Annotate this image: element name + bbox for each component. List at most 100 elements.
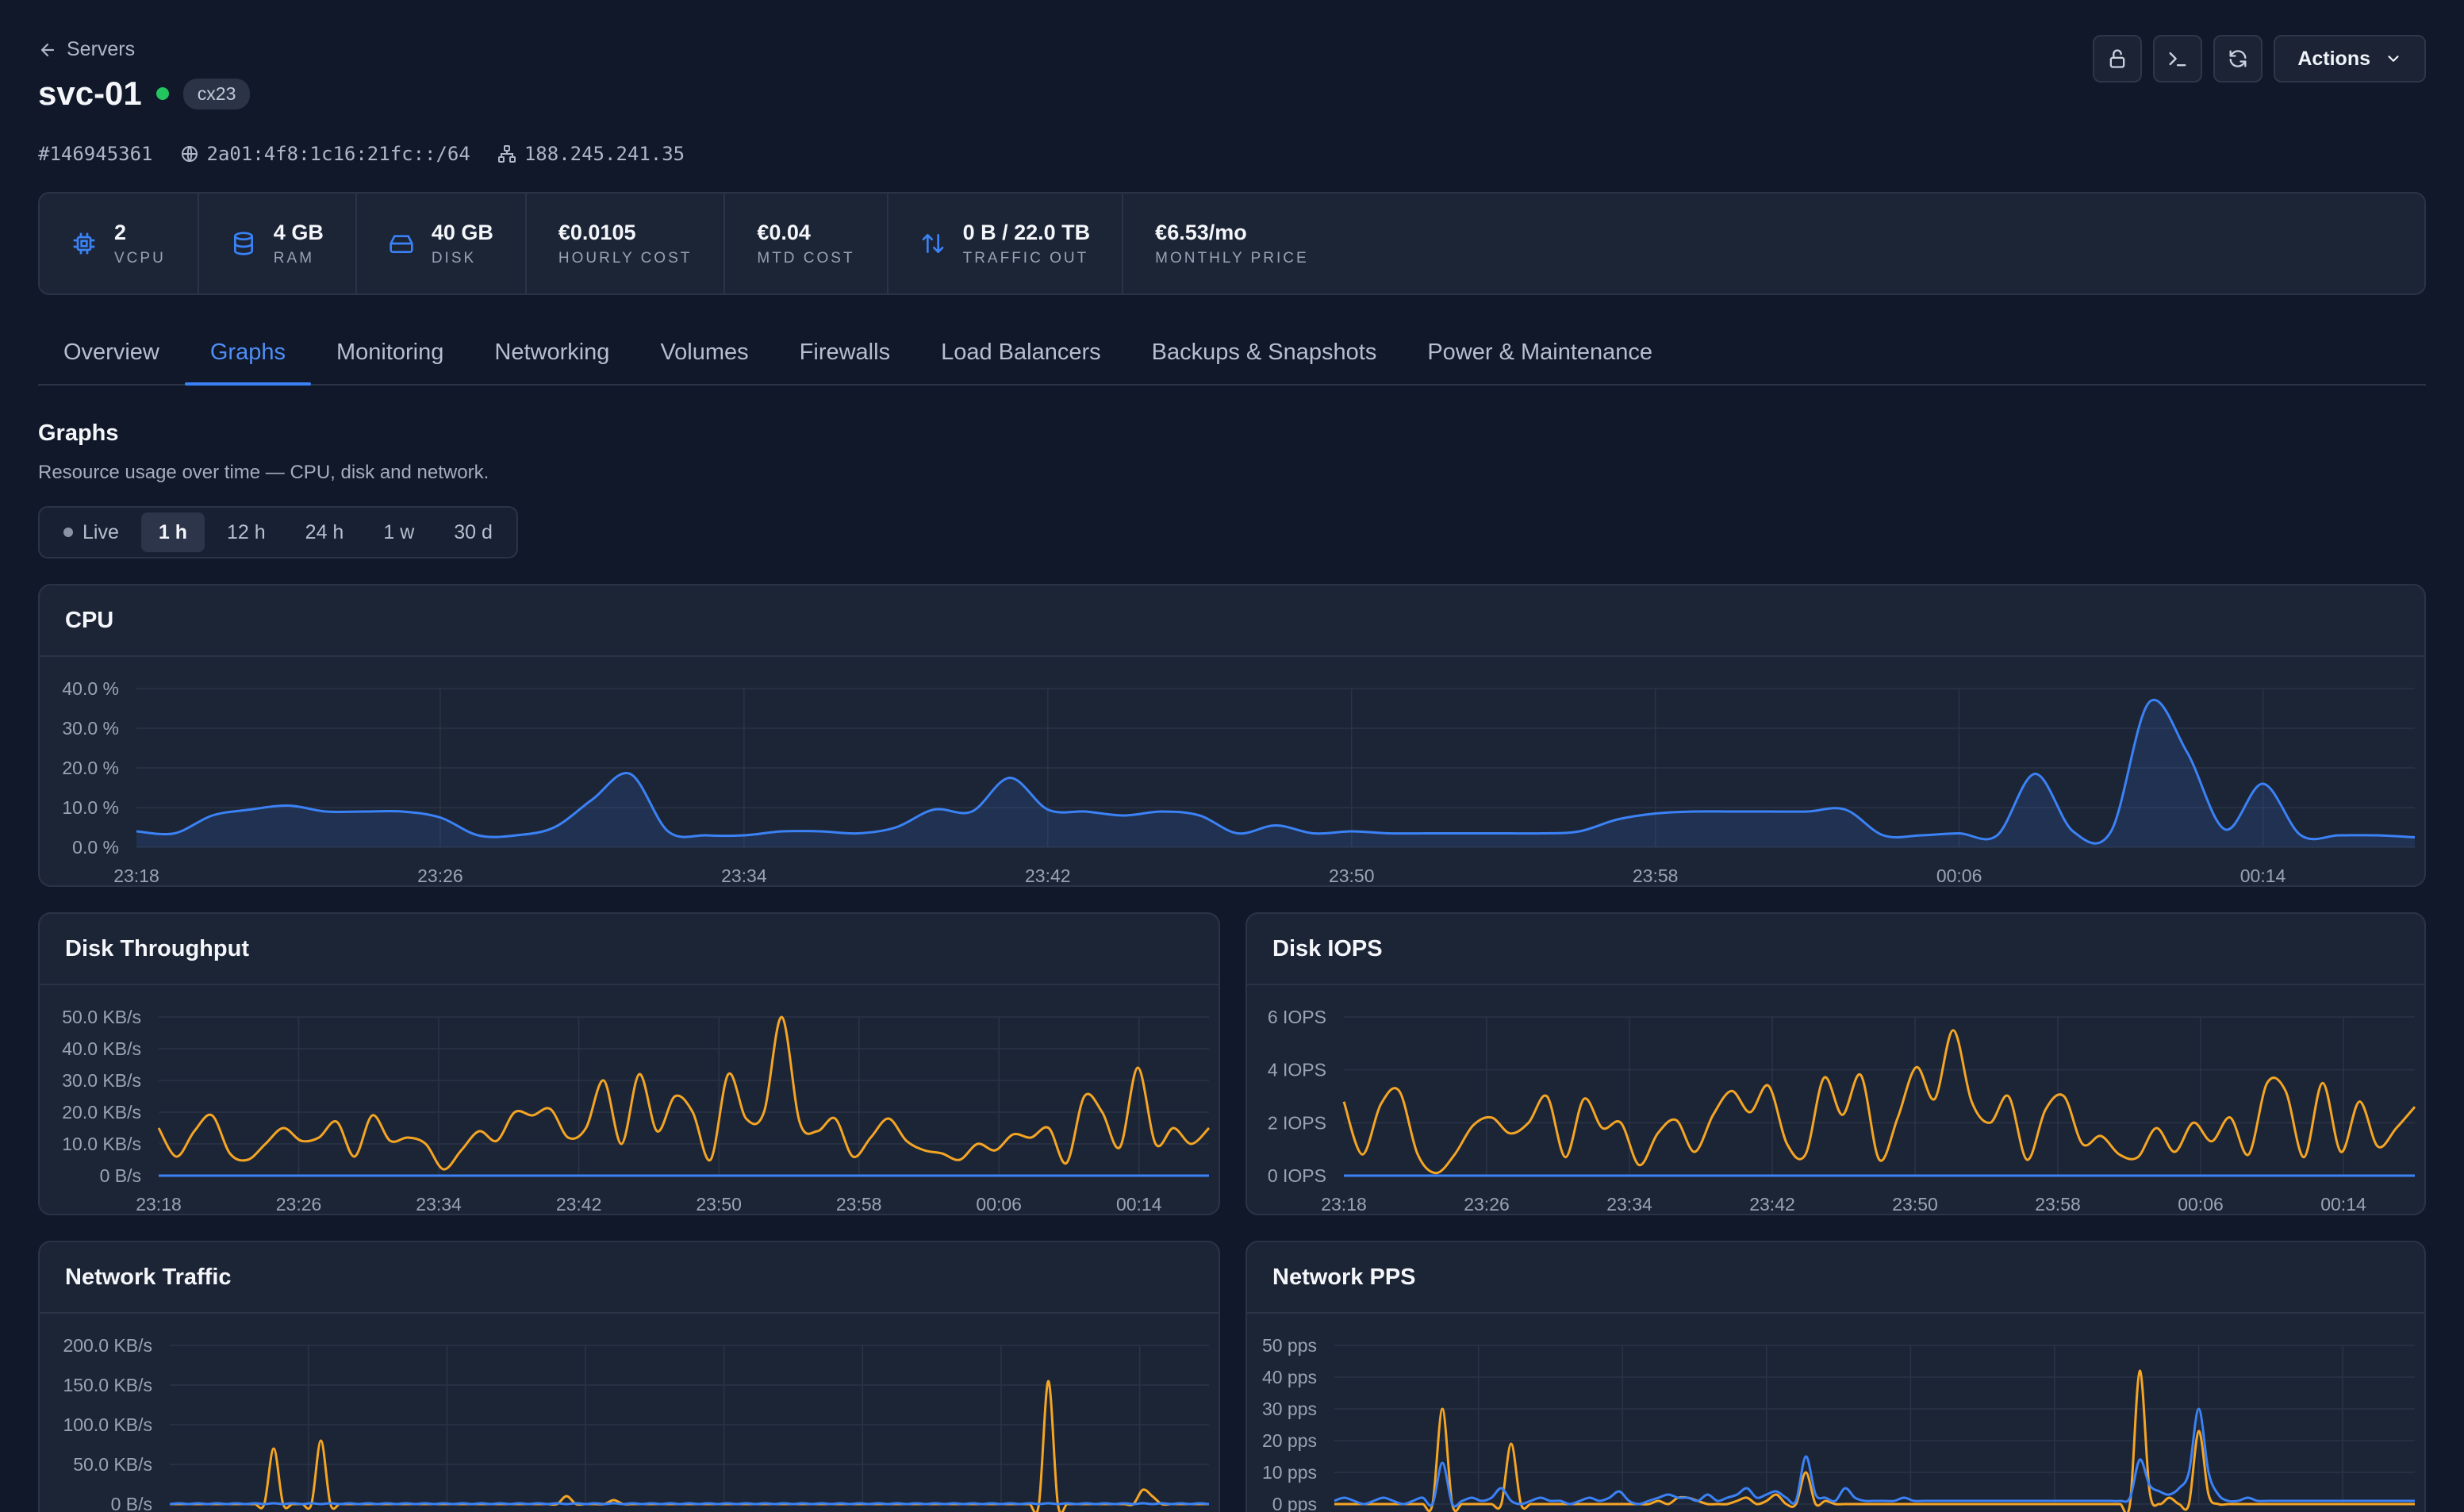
server-stats-bar: 2 VCPU 4 GB RAM 40 GB DISK €0.0105 HOURLY CO… (38, 192, 2426, 295)
stat-monthly-price-value: €6.53/mo (1155, 220, 1247, 244)
cpu-y-tick-label: 30.0 % (62, 718, 119, 739)
cpu-x-tick-label: 23:42 (1025, 865, 1071, 886)
refresh-button[interactable] (2213, 35, 2263, 83)
range-live[interactable]: Live (46, 512, 136, 552)
lock-icon (2109, 49, 2125, 68)
range-1h[interactable]: 1 h (140, 512, 205, 552)
disk-throughput-series-line-0 (157, 1015, 1211, 1171)
range-1w[interactable]: 1 w (383, 520, 415, 543)
cpu-x-tick-label: 23:34 (721, 865, 767, 886)
globe-icon (181, 146, 198, 162)
refresh-icon (2229, 50, 2247, 67)
disk-iops-series-line-0 (1342, 1029, 2416, 1175)
cpu-x-tick-label: 23:18 (113, 865, 159, 886)
stat-vcpu-label: VCPU (114, 249, 166, 267)
disk-iops-x-tick-label: 23:58 (2035, 1194, 2081, 1215)
disk-throughput-x-tick-label: 23:26 (276, 1194, 322, 1215)
range-12h[interactable]: 12 h (227, 520, 266, 543)
network-pps-series-line-1 (1334, 1407, 2415, 1508)
tab-networking[interactable]: Networking (494, 340, 610, 365)
tab-overview[interactable]: Overview (63, 340, 159, 365)
tab-graphs[interactable]: Graphs (184, 330, 312, 386)
stat-mtd-cost-label: MTD COST (757, 249, 855, 267)
stat-ram: 4 GB RAM (199, 194, 357, 294)
server-title-row: svc-01 cx23 (38, 75, 251, 113)
disk-iops-x-tick-label: 23:26 (1464, 1194, 1510, 1215)
network-pps-y-tick-label: 0 pps (1272, 1494, 1317, 1512)
tab-volumes[interactable]: Volumes (660, 340, 749, 365)
network-traffic-y-tick-label: 150.0 KB/s (63, 1375, 152, 1395)
disk-iops-x-tick-label: 23:42 (1749, 1194, 1795, 1215)
back-link-label: Servers (67, 38, 136, 60)
cpu-x-tick-label: 00:06 (1936, 865, 1982, 886)
network-traffic-y-tick-label: 100.0 KB/s (63, 1414, 152, 1435)
stat-mtd-cost: €0.04 MTD COST (725, 194, 888, 294)
actions-dropdown-button[interactable]: Actions (2274, 35, 2426, 83)
disk-iops-x-tick-label: 23:34 (1606, 1194, 1652, 1215)
section-subtitle: Resource usage over time — CPU, disk and… (38, 462, 489, 483)
disk-iops-x-tick-label: 00:06 (2178, 1194, 2224, 1215)
disk-iops-y-tick-label: 6 IOPS (1268, 1007, 1326, 1027)
disk-throughput-x-tick-label: 00:06 (976, 1194, 1022, 1215)
cpu-x-tick-label: 23:26 (417, 865, 463, 886)
cpu-chart: 0.0 % 10.0 % 20.0 % 30.0 % 40.0 % 23:18 23:26 2… (62, 678, 2416, 886)
disk-throughput-y-tick-label: 0 B/s (100, 1165, 141, 1186)
network-traffic-series-line-1 (169, 1502, 1210, 1506)
hard-drive-icon (390, 235, 413, 253)
network-pps-chart-title: Network PPS (1247, 1242, 2424, 1314)
range-24h[interactable]: 24 h (305, 520, 344, 543)
disk-iops-y-tick-label: 2 IOPS (1268, 1112, 1326, 1133)
network-traffic-chart: 0 B/s 50.0 KB/s 100.0 KB/s 150.0 KB/s 200.0 … (63, 1335, 1210, 1512)
disk-throughput-y-tick-label: 20.0 KB/s (62, 1102, 141, 1122)
disk-throughput-x-tick-label: 23:18 (136, 1194, 182, 1215)
tab-power-maintenance[interactable]: Power & Maintenance (1427, 340, 1653, 365)
cpu-icon (73, 232, 95, 255)
status-dot (155, 87, 169, 100)
stat-hourly-cost: €0.0105 HOURLY COST (527, 194, 726, 294)
disk-throughput-y-tick-label: 30.0 KB/s (62, 1070, 141, 1091)
disk-iops-y-tick-label: 0 IOPS (1268, 1165, 1326, 1186)
time-range-selector: Live 1 h 12 h 24 h 1 w 30 d (38, 506, 518, 558)
network-traffic-y-tick-label: 0 B/s (111, 1494, 152, 1512)
server-ipv4: 188.245.241.35 (497, 143, 685, 165)
tab-monitoring[interactable]: Monitoring (336, 340, 444, 365)
stat-disk-label: DISK (431, 249, 477, 267)
actions-label: Actions (2297, 47, 2370, 70)
range-live-label: Live (83, 520, 119, 543)
cpu-chart-title: CPU (40, 585, 2424, 657)
disk-throughput-y-tick-label: 40.0 KB/s (62, 1038, 141, 1059)
network-pps-y-tick-label: 50 pps (1262, 1335, 1317, 1356)
disk-throughput-x-tick-label: 00:14 (1116, 1194, 1162, 1215)
back-to-servers-link[interactable]: Servers (38, 38, 135, 61)
cpu-y-tick-label: 40.0 % (62, 678, 119, 699)
stat-vcpu-value: 2 (114, 220, 127, 244)
disk-iops-x-tick-label: 23:50 (1892, 1194, 1938, 1215)
range-30d[interactable]: 30 d (454, 520, 493, 543)
network-pps-y-tick-label: 30 pps (1262, 1399, 1317, 1419)
disk-throughput-x-tick-label: 23:50 (696, 1194, 742, 1215)
disk-throughput-x-tick-label: 23:42 (556, 1194, 602, 1215)
tab-firewalls[interactable]: Firewalls (799, 340, 891, 365)
tab-backups-snapshots[interactable]: Backups & Snapshots (1151, 340, 1377, 365)
cpu-chart-card: CPU 0.0 % 10.0 % 20.0 % 30.0 % 40.0 % 23:18 23… (38, 584, 2426, 887)
cpu-y-tick-label: 10.0 % (62, 797, 119, 818)
disk-throughput-x-tick-label: 23:34 (416, 1194, 462, 1215)
lock-button[interactable] (2093, 35, 2143, 83)
tab-load-balancers[interactable]: Load Balancers (941, 340, 1101, 365)
stat-ram-value: 4 GB (273, 220, 324, 244)
disk-iops-x-tick-label: 00:14 (2320, 1194, 2366, 1215)
disk-iops-chart: 0 IOPS 2 IOPS 4 IOPS 6 IOPS 23:18 23:26 23:34 2… (1268, 1007, 2416, 1215)
disk-throughput-x-tick-label: 23:58 (836, 1194, 882, 1215)
server-id-value: #146945361 (38, 143, 153, 165)
terminal-icon (2169, 52, 2186, 67)
section-title: Graphs (38, 420, 119, 446)
disk-throughput-y-tick-label: 10.0 KB/s (62, 1134, 141, 1154)
server-id: #146945361 (38, 143, 153, 165)
live-dot (63, 528, 73, 537)
stat-traffic-out-label: TRAFFIC OUT (962, 249, 1089, 267)
network-traffic-y-tick-label: 50.0 KB/s (73, 1454, 152, 1475)
chevron-down-icon (2388, 56, 2399, 62)
stat-traffic-out-value: 0 B / 22.0 TB (962, 220, 1091, 244)
console-button[interactable] (2153, 35, 2203, 83)
